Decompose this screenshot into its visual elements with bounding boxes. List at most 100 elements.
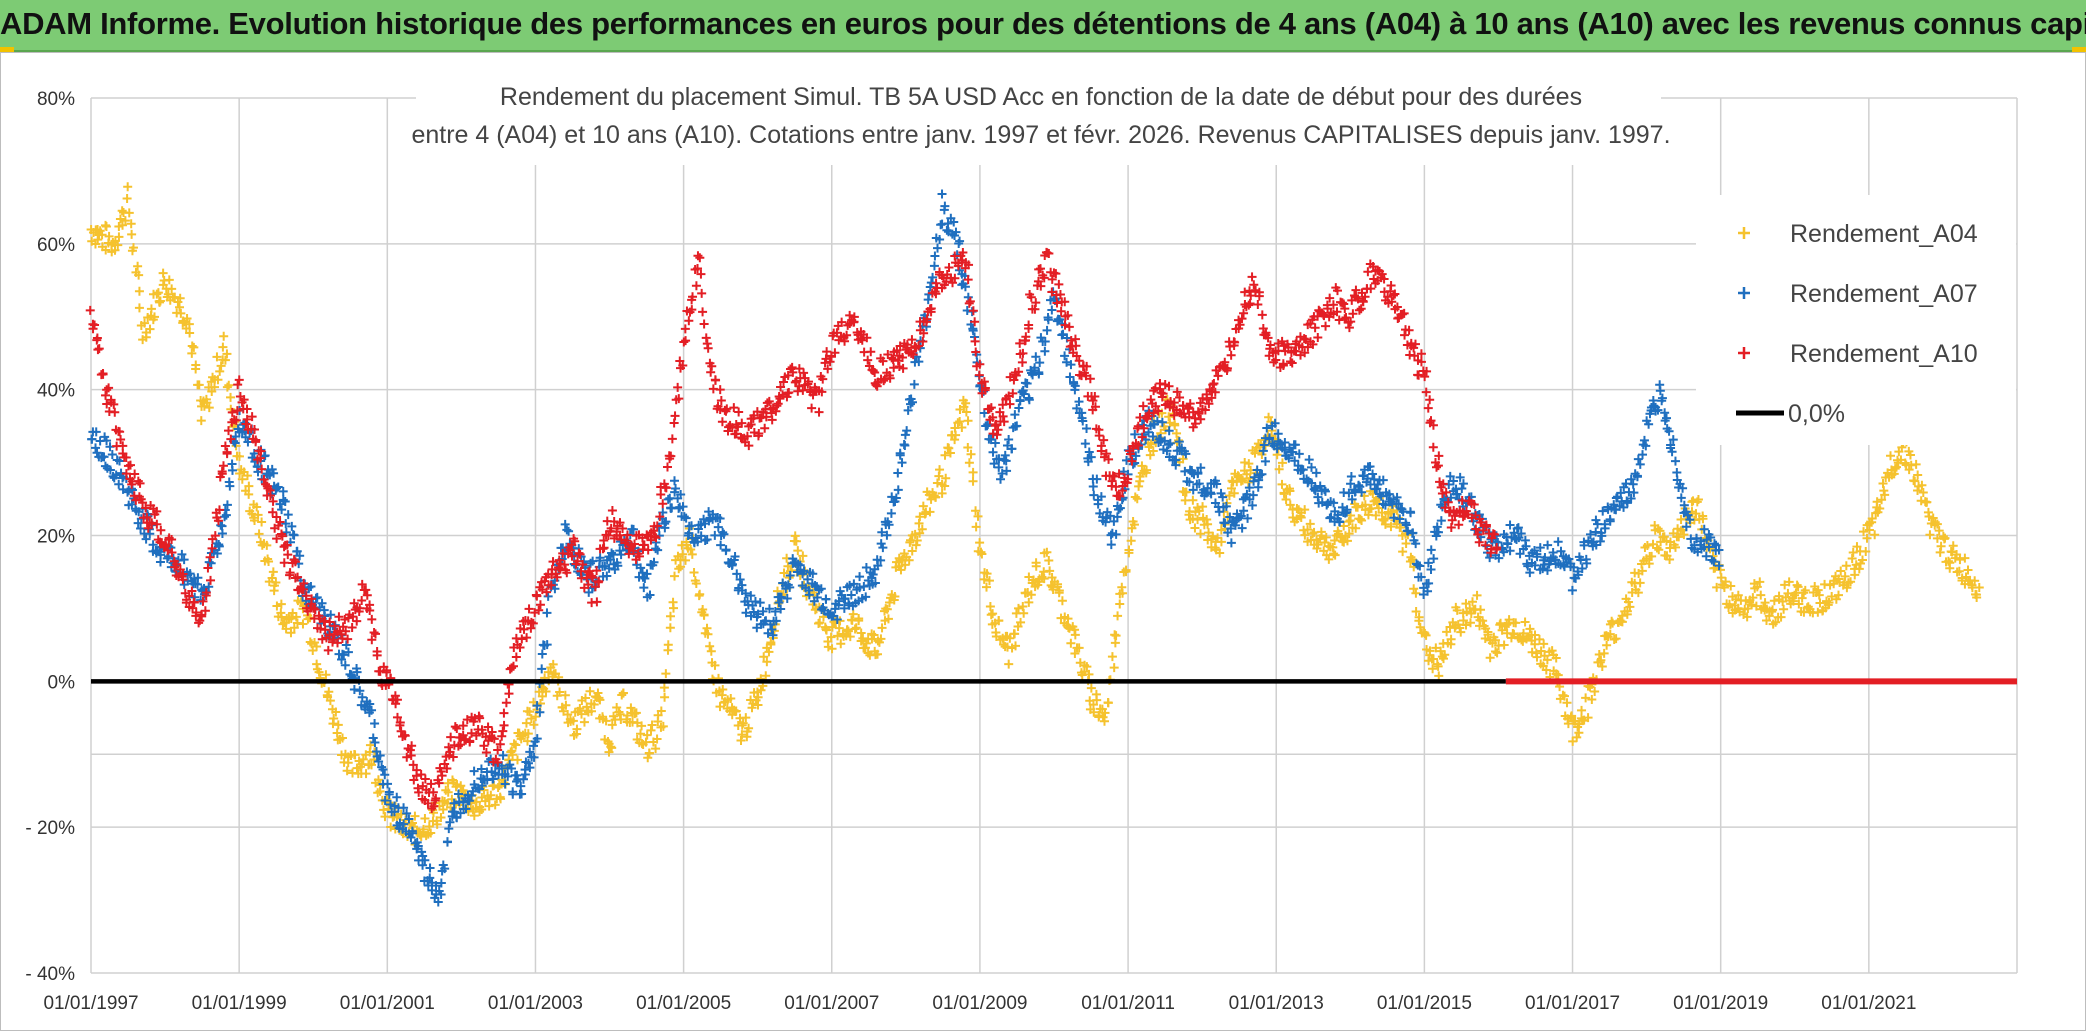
data-point-marker: [911, 540, 921, 550]
data-point-marker: [1171, 455, 1181, 465]
data-point-marker: [1209, 379, 1219, 389]
data-point-marker: [340, 660, 350, 670]
data-point-marker: [902, 426, 912, 436]
data-point-marker: [1755, 577, 1765, 587]
data-point-marker: [1525, 568, 1535, 578]
data-point-marker: [1303, 525, 1313, 535]
data-point-marker: [1235, 320, 1245, 330]
data-point-marker: [234, 451, 244, 461]
data-point-marker: [93, 235, 103, 245]
data-point-marker: [178, 575, 188, 585]
data-point-marker: [1742, 612, 1752, 622]
data-point-marker: [1045, 566, 1055, 576]
data-point-marker: [1446, 493, 1456, 503]
data-point-marker: [1071, 341, 1081, 351]
data-point-marker: [179, 555, 189, 565]
data-point-marker: [673, 382, 683, 392]
data-point-marker: [760, 423, 770, 433]
data-point-marker: [234, 375, 244, 385]
data-point-marker: [277, 505, 287, 515]
data-point-marker: [499, 708, 509, 718]
data-point-marker: [1452, 489, 1462, 499]
data-point-marker: [508, 661, 518, 671]
data-point-marker: [761, 671, 771, 681]
data-point-marker: [1726, 581, 1736, 591]
data-point-marker: [111, 470, 121, 480]
data-point-marker: [1862, 533, 1872, 543]
data-point-marker: [1044, 555, 1054, 565]
data-point-marker: [846, 590, 856, 600]
data-point-marker: [907, 335, 917, 345]
data-point-marker: [707, 361, 717, 371]
data-point-marker: [1833, 590, 1843, 600]
data-point-marker: [1015, 395, 1025, 405]
data-point-marker: [487, 727, 497, 737]
data-point-marker: [951, 227, 961, 237]
data-point-marker: [365, 699, 375, 709]
data-point-marker: [380, 770, 390, 780]
data-point-marker: [402, 808, 412, 818]
data-point-marker: [349, 685, 359, 695]
data-point-marker: [669, 476, 679, 486]
chart-frame: 80% 60% 40% 20% 0% - 20% - 40% 01/01/1997 01/01/…: [0, 52, 2086, 1031]
data-point-marker: [252, 502, 262, 512]
data-point-marker: [497, 731, 507, 741]
data-point-marker: [961, 407, 971, 417]
data-point-marker: [1867, 514, 1877, 524]
data-point-marker: [1178, 401, 1188, 411]
data-point-marker: [1100, 708, 1110, 718]
data-point-marker: [971, 347, 981, 357]
data-point-marker: [1440, 650, 1450, 660]
data-point-marker: [213, 516, 223, 526]
data-point-marker: [1465, 618, 1475, 628]
data-point-marker: [189, 597, 199, 607]
data-point-marker: [679, 337, 689, 347]
data-point-marker: [1934, 526, 1944, 536]
data-point-marker: [1748, 593, 1758, 603]
data-point-marker: [582, 702, 592, 712]
data-point-marker: [637, 721, 647, 731]
data-point-marker: [1499, 547, 1509, 557]
data-point-marker: [155, 557, 165, 567]
data-point-marker: [696, 269, 706, 279]
data-point-marker: [1434, 451, 1444, 461]
data-point-marker: [1637, 566, 1647, 576]
data-point-marker: [1363, 267, 1373, 277]
data-point-marker: [968, 476, 978, 486]
data-point-marker: [202, 398, 212, 408]
data-point-marker: [700, 535, 710, 545]
data-point-marker: [99, 452, 109, 462]
data-point-marker: [1303, 342, 1313, 352]
data-point-marker: [981, 582, 991, 592]
data-point-marker: [1229, 488, 1239, 498]
data-point-marker: [731, 429, 741, 439]
y-tick-label: 60%: [37, 235, 75, 256]
data-point-marker: [572, 724, 582, 734]
data-point-marker: [679, 512, 689, 522]
data-point-marker: [271, 578, 281, 588]
data-point-marker: [504, 689, 514, 699]
data-point-marker: [1917, 480, 1927, 490]
data-point-marker: [191, 360, 201, 370]
data-point-marker: [310, 604, 320, 614]
data-point-marker: [1716, 573, 1726, 583]
data-point-marker: [1936, 541, 1946, 551]
x-tick-label: 01/01/2017: [1525, 993, 1620, 1014]
data-point-marker: [1714, 561, 1724, 571]
data-point-marker: [1332, 286, 1342, 296]
data-point-marker: [182, 314, 192, 324]
x-tick-label: 01/01/2005: [636, 993, 731, 1014]
data-point-marker: [1408, 528, 1418, 538]
data-point-marker: [1678, 483, 1688, 493]
data-point-marker: [1084, 669, 1094, 679]
data-point-marker: [298, 619, 308, 629]
data-point-marker: [509, 739, 519, 749]
data-point-marker: [1426, 416, 1436, 426]
data-point-marker: [1638, 450, 1648, 460]
data-point-marker: [993, 425, 1003, 435]
data-point-marker: [1307, 478, 1317, 488]
data-point-marker: [1294, 449, 1304, 459]
data-point-marker: [1414, 370, 1424, 380]
data-point-marker: [857, 335, 867, 345]
data-point-marker: [663, 494, 673, 504]
